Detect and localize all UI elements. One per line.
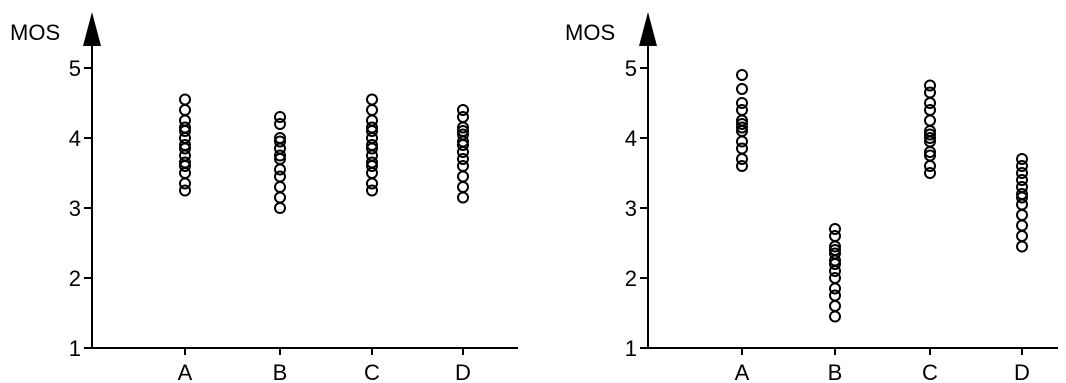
data-point — [366, 104, 378, 116]
data-point — [366, 156, 378, 169]
x-category-label: B — [273, 360, 288, 383]
data-point — [1016, 174, 1028, 186]
data-point — [1016, 167, 1028, 179]
x-category-label: C — [364, 360, 380, 383]
data-point — [457, 170, 469, 183]
data-point — [736, 153, 748, 165]
data-point — [179, 114, 191, 127]
data-point — [366, 184, 378, 197]
x-category-label: D — [455, 360, 471, 383]
data-point — [457, 104, 469, 116]
data-point — [924, 114, 936, 127]
data-point — [179, 104, 191, 116]
data-point — [924, 86, 936, 99]
data-point — [457, 111, 469, 123]
x-category-label: A — [735, 360, 750, 383]
data-point — [1016, 209, 1028, 221]
data-point — [736, 135, 748, 148]
x-category-label: A — [178, 360, 193, 383]
data-point — [457, 128, 469, 141]
data-point — [457, 191, 469, 204]
data-point — [274, 181, 286, 193]
data-point — [366, 121, 378, 134]
data-point — [179, 156, 191, 169]
y-axis-arrow-icon — [639, 12, 657, 46]
data-point — [179, 184, 191, 197]
y-tick-label: 4 — [69, 126, 81, 151]
data-point — [457, 153, 469, 165]
y-tick-label: 1 — [69, 336, 81, 361]
data-point — [366, 177, 378, 190]
y-tick-label: 2 — [625, 266, 637, 291]
data-point — [274, 191, 286, 204]
data-point — [736, 160, 748, 172]
data-point — [457, 160, 469, 172]
data-point — [274, 170, 286, 183]
data-point — [829, 272, 841, 284]
x-category-label: C — [922, 360, 938, 383]
data-point — [736, 142, 748, 155]
y-tick-label: 3 — [625, 196, 637, 221]
data-point — [366, 114, 378, 127]
data-point — [1016, 160, 1028, 172]
y-axis-arrow-icon — [83, 12, 101, 46]
data-point — [829, 289, 841, 302]
data-point — [924, 97, 936, 109]
data-point — [1016, 240, 1028, 253]
data-point — [924, 167, 936, 179]
data-point — [829, 223, 841, 235]
data-point — [274, 202, 286, 214]
x-category-label: D — [1014, 360, 1030, 383]
data-point — [736, 104, 748, 116]
data-point — [457, 181, 469, 193]
data-point — [1016, 181, 1028, 193]
data-point — [829, 310, 841, 323]
y-axis-title: MOS — [10, 20, 60, 45]
data-point — [274, 149, 286, 162]
data-point — [274, 163, 286, 176]
data-point — [179, 139, 191, 151]
data-point — [924, 160, 936, 172]
data-point — [179, 177, 191, 190]
data-point — [924, 132, 936, 144]
data-point — [1016, 188, 1028, 200]
data-point — [366, 139, 378, 151]
data-point — [924, 104, 936, 116]
data-point — [829, 247, 841, 260]
data-point — [736, 69, 748, 81]
chart-panel-right: MOS 1 2 3 4 5 A B C D — [565, 12, 1058, 383]
data-point — [924, 128, 936, 141]
data-point — [924, 79, 936, 92]
data-point — [274, 118, 286, 130]
chart-panel-left: MOS 1 2 3 4 5 A B C D — [10, 12, 518, 383]
data-point — [1016, 219, 1028, 232]
y-tick-label: 5 — [625, 56, 637, 81]
y-tick-label: 5 — [69, 56, 81, 81]
y-tick-label: 3 — [69, 196, 81, 221]
data-point — [179, 121, 191, 134]
data-point — [829, 230, 841, 242]
data-point — [179, 93, 191, 106]
data-point — [829, 282, 841, 295]
y-tick-label: 2 — [69, 266, 81, 291]
data-point — [829, 244, 841, 256]
data-point — [829, 300, 841, 312]
x-category-label: B — [828, 360, 843, 383]
data-point — [274, 111, 286, 123]
data-point — [457, 125, 469, 137]
data-point — [736, 97, 748, 109]
data-point — [736, 118, 748, 130]
y-axis-title: MOS — [565, 20, 615, 45]
data-point — [1016, 153, 1028, 165]
data-point — [736, 121, 748, 134]
y-tick-label: 1 — [625, 336, 637, 361]
data-point — [274, 135, 286, 148]
data-point — [736, 83, 748, 95]
data-point — [924, 149, 936, 162]
data-point — [1016, 230, 1028, 242]
data-point — [274, 132, 286, 144]
data-point — [366, 93, 378, 106]
y-tick-label: 4 — [625, 126, 637, 151]
